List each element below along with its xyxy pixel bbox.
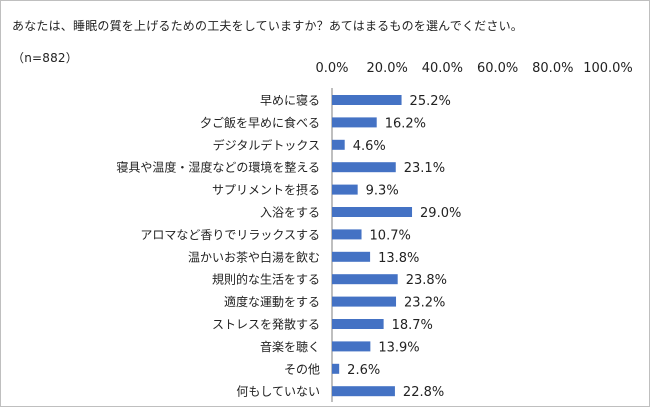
data-label: 23.1%: [404, 161, 445, 176]
data-label: 9.3%: [366, 184, 399, 199]
category-label: 規則的な生活をする: [212, 272, 320, 287]
bar: [332, 386, 395, 397]
bar: [332, 139, 345, 150]
data-label: 2.6%: [347, 363, 380, 378]
chart-title: あなたは、睡眠の質を上げるための工夫をしていますか？あてはまるものを選んでくださ…: [12, 19, 523, 65]
data-label: 23.8%: [406, 273, 447, 288]
data-label: 29.0%: [420, 206, 461, 221]
x-tick-label: 100.0%: [583, 61, 633, 76]
category-label: 入浴をする: [260, 206, 320, 220]
data-label: 25.2%: [410, 94, 451, 109]
x-tick-label: 20.0%: [367, 61, 408, 76]
x-tick-label: 60.0%: [477, 61, 518, 76]
category-label: ストレスを発散する: [212, 317, 320, 332]
bar: [332, 341, 371, 352]
bar: [332, 229, 362, 240]
data-label: 16.2%: [385, 116, 426, 131]
category-label: 早めに寝る: [260, 93, 320, 108]
bar: [332, 363, 340, 374]
category-label: 寝具や温度・湿度などの環境を整える: [116, 160, 320, 175]
data-label: 4.6%: [353, 139, 386, 154]
data-label: 18.7%: [392, 318, 433, 333]
category-label: サプリメントを摂る: [212, 182, 320, 197]
bar: [332, 162, 396, 173]
category-label: 夕ご飯を早めに食べる: [200, 115, 320, 130]
category-label: 適度な運動をする: [224, 294, 320, 309]
data-label: 23.2%: [404, 296, 445, 311]
category-label: アロマなど香りでリラックスする: [140, 228, 320, 242]
category-label: その他: [284, 362, 320, 376]
bar: [332, 296, 397, 307]
category-label: 温かいお茶や白湯を飲む: [188, 249, 320, 264]
data-label: 10.7%: [370, 228, 411, 243]
category-label: 音楽を聴く: [260, 339, 320, 354]
bar: [332, 184, 358, 195]
bar: [332, 117, 377, 128]
data-label: 13.9%: [378, 340, 419, 355]
bar: [332, 95, 402, 105]
x-tick-label: 80.0%: [532, 61, 573, 76]
data-label: 13.8%: [378, 251, 419, 266]
bar: [332, 274, 398, 285]
bar: [332, 207, 413, 217]
x-tick-label: 0.0%: [315, 61, 348, 76]
bar: [332, 319, 384, 329]
category-label: 何もしていない: [236, 385, 320, 399]
data-label: 22.8%: [403, 385, 444, 400]
x-tick-label: 40.0%: [422, 61, 463, 76]
bar: [332, 251, 371, 262]
category-label: デジタルデトックス: [213, 137, 320, 152]
